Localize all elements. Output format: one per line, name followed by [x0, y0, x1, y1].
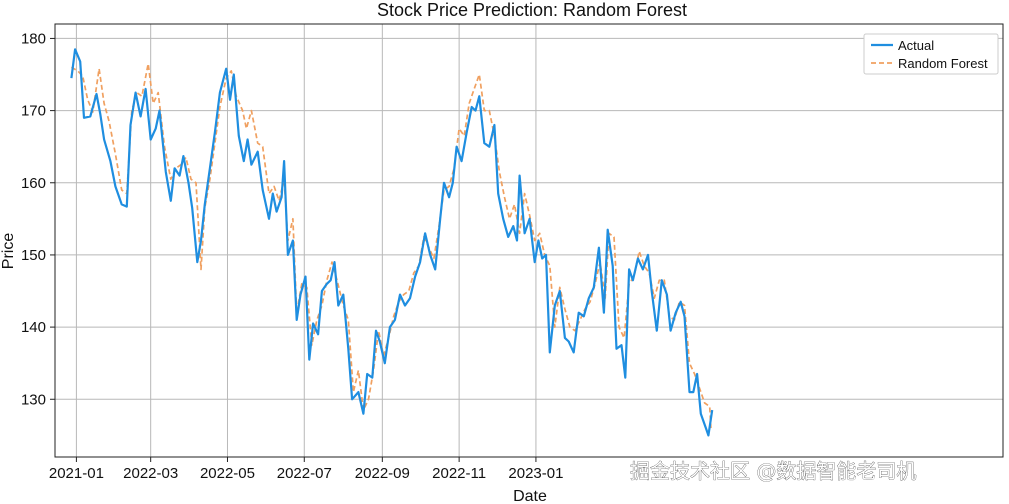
y-tick-label: 130	[21, 391, 46, 408]
legend-box	[863, 33, 999, 75]
legend: Actual Random Forest	[863, 33, 999, 75]
x-tick-label: 2021-01	[49, 465, 104, 482]
x-tick-label: 2022-09	[355, 465, 410, 482]
gridlines	[55, 24, 1003, 457]
y-axis-ticks: 130 140 150 160 170 180	[21, 30, 55, 408]
plot-frame	[54, 23, 1004, 458]
y-tick-label: 160	[21, 175, 46, 192]
y-tick-label: 170	[21, 103, 46, 120]
y-axis-title: Price	[0, 233, 17, 270]
series-line-actual	[70, 48, 714, 437]
x-axis-ticks: 2021-01 2022-03 2022-05 2022-07 2022-09 2022-…	[49, 457, 563, 482]
legend-label-random-forest: Random Forest	[898, 56, 988, 71]
x-tick-label: 2023-01	[508, 465, 563, 482]
watermark-text: 掘金技术社区 @数据智能老司机	[630, 459, 916, 483]
x-tick-label: 2022-11	[432, 465, 486, 482]
series-line-random-forest	[70, 62, 712, 429]
legend-label-actual: Actual	[898, 38, 934, 53]
x-axis-title: Date	[513, 488, 547, 504]
x-tick-label: 2022-05	[200, 465, 255, 482]
y-tick-label: 180	[21, 30, 46, 47]
y-tick-label: 140	[21, 319, 46, 336]
series-lines	[70, 48, 714, 437]
x-tick-label: 2022-07	[277, 465, 332, 482]
chart-title: Stock Price Prediction: Random Forest	[377, 0, 687, 20]
x-tick-label: 2022-03	[123, 465, 178, 482]
y-tick-label: 150	[21, 247, 46, 264]
